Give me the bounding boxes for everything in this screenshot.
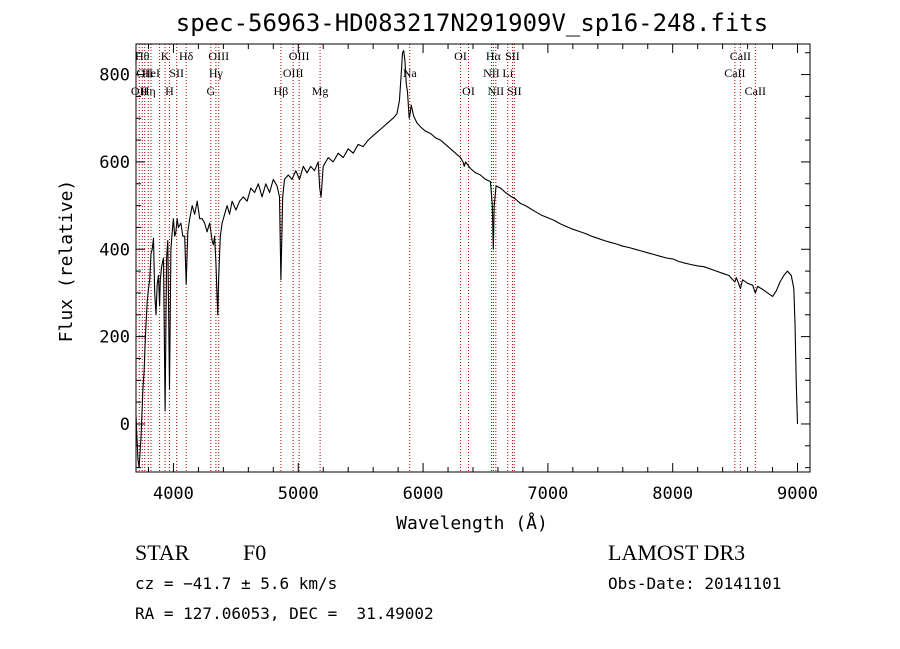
- line-label-17: Na: [403, 66, 418, 80]
- survey-name: LAMOST DR3: [608, 540, 746, 565]
- line-label-11: Hγ: [209, 66, 224, 80]
- y-axis-label: Flux (relative): [56, 180, 77, 343]
- y-tick-label-3: 600: [99, 153, 130, 173]
- line-label-13: Hβ: [274, 84, 289, 98]
- line-label-3: Hη: [141, 84, 156, 98]
- line-label-28: CaII: [745, 84, 766, 98]
- x-axis: 4000 5000 6000 7000 8000 9000: [147, 44, 818, 504]
- line-label-7: H: [165, 84, 174, 98]
- y-axis: 0 200 400 600 800: [99, 52, 810, 469]
- line-label-20: NII: [483, 66, 500, 80]
- y-tick-label-0: 0: [120, 415, 130, 435]
- x-tick-label-2: 6000: [403, 484, 444, 504]
- line-label-0: OII: [131, 84, 148, 98]
- x-tick-label-3: 7000: [527, 484, 568, 504]
- line-label-21: Hα: [486, 49, 502, 63]
- y-tick-label-2: 400: [99, 240, 130, 260]
- x-tick-label-1: 5000: [278, 484, 319, 504]
- x-axis-label: Wavelength (Å): [396, 512, 548, 534]
- observation-date: Obs-Date: 20141101: [608, 574, 782, 593]
- line-label-4: HeI: [142, 66, 160, 80]
- y-tick-label-1: 200: [99, 328, 130, 348]
- redshift-readout: cz = −41.7 ± 5.6 km/s: [135, 574, 338, 593]
- x-tick-label-4: 8000: [652, 484, 693, 504]
- line-label-8: SII: [169, 66, 184, 80]
- plot-frame: [135, 43, 811, 473]
- line-label-1: Hθ: [135, 49, 150, 63]
- line-label-16: Mg: [312, 84, 329, 98]
- object-class: STAR: [135, 540, 190, 565]
- line-markers: [138, 44, 756, 472]
- spectral-subclass: F0: [243, 540, 267, 565]
- line-label-10: G: [207, 84, 216, 98]
- line-label-23: Li: [502, 66, 513, 80]
- line-label-18: OI: [454, 49, 467, 63]
- spectrum-line: [135, 50, 799, 469]
- x-tick-label-5: 9000: [777, 484, 818, 504]
- y-tick-label-4: 800: [99, 66, 130, 86]
- coordinates: RA = 127.06053, DEC = 31.49002: [135, 604, 434, 623]
- line-label-24: SII: [505, 49, 520, 63]
- line-label-6: K: [161, 49, 170, 63]
- x-tick-label-0: 4000: [153, 484, 194, 504]
- line-label-22: NII: [488, 84, 505, 98]
- line-label-27: CaII: [730, 49, 751, 63]
- line-label-19: OI: [462, 84, 475, 98]
- line-label-9: Hδ: [179, 49, 194, 63]
- line-label-14: OIII: [283, 66, 304, 80]
- line-labels: OIIHθOIIHηHeIKHSIIHδGHγOIIIHβOIIIOIIIMgN…: [131, 49, 766, 98]
- line-label-15: OIII: [289, 49, 310, 63]
- line-label-25: SII: [507, 84, 522, 98]
- line-label-2: OII: [136, 66, 153, 80]
- line-label-26: CaII: [724, 66, 745, 80]
- line-label-12: OIII: [208, 49, 229, 63]
- chart-title: spec-56963-HD083217N291909V_sp16-248.fit…: [176, 9, 768, 37]
